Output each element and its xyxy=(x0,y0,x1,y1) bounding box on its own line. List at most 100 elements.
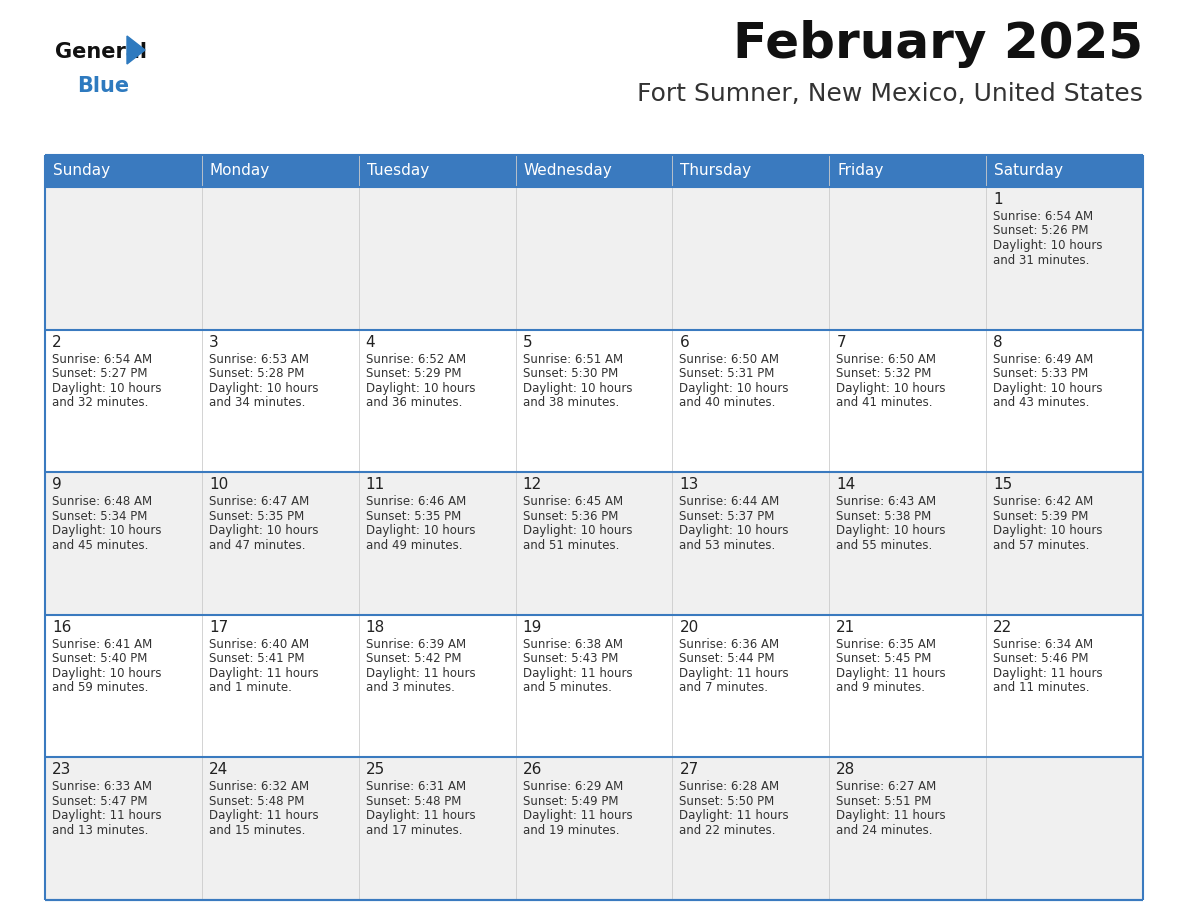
Text: and 38 minutes.: and 38 minutes. xyxy=(523,396,619,409)
Text: 2: 2 xyxy=(52,334,62,350)
Text: Friday: Friday xyxy=(838,163,884,178)
Text: Daylight: 10 hours: Daylight: 10 hours xyxy=(523,524,632,537)
Bar xyxy=(829,155,986,187)
Text: Daylight: 10 hours: Daylight: 10 hours xyxy=(993,382,1102,395)
Text: and 5 minutes.: and 5 minutes. xyxy=(523,681,612,694)
Text: Daylight: 10 hours: Daylight: 10 hours xyxy=(993,239,1102,252)
Text: and 31 minutes.: and 31 minutes. xyxy=(993,253,1089,266)
Text: Sunset: 5:51 PM: Sunset: 5:51 PM xyxy=(836,795,931,808)
Text: Sunrise: 6:48 AM: Sunrise: 6:48 AM xyxy=(52,495,152,509)
Text: 4: 4 xyxy=(366,334,375,350)
Text: and 13 minutes.: and 13 minutes. xyxy=(52,823,148,837)
Text: 1: 1 xyxy=(993,192,1003,207)
Text: 6: 6 xyxy=(680,334,689,350)
Text: 12: 12 xyxy=(523,477,542,492)
Text: Sunrise: 6:54 AM: Sunrise: 6:54 AM xyxy=(993,210,1093,223)
Text: 16: 16 xyxy=(52,620,71,635)
Text: and 34 minutes.: and 34 minutes. xyxy=(209,396,305,409)
Text: Sunset: 5:45 PM: Sunset: 5:45 PM xyxy=(836,653,931,666)
Text: Sunrise: 6:50 AM: Sunrise: 6:50 AM xyxy=(680,353,779,365)
Text: Sunset: 5:44 PM: Sunset: 5:44 PM xyxy=(680,653,775,666)
Text: Sunset: 5:27 PM: Sunset: 5:27 PM xyxy=(52,367,147,380)
Text: Sunrise: 6:46 AM: Sunrise: 6:46 AM xyxy=(366,495,466,509)
Text: Wednesday: Wednesday xyxy=(524,163,612,178)
Text: and 59 minutes.: and 59 minutes. xyxy=(52,681,148,694)
Text: Daylight: 11 hours: Daylight: 11 hours xyxy=(366,666,475,680)
Bar xyxy=(45,757,1143,900)
Text: 18: 18 xyxy=(366,620,385,635)
Text: Sunrise: 6:36 AM: Sunrise: 6:36 AM xyxy=(680,638,779,651)
Text: Sunset: 5:49 PM: Sunset: 5:49 PM xyxy=(523,795,618,808)
Text: Sunrise: 6:33 AM: Sunrise: 6:33 AM xyxy=(52,780,152,793)
Text: Sunset: 5:29 PM: Sunset: 5:29 PM xyxy=(366,367,461,380)
Text: Sunset: 5:43 PM: Sunset: 5:43 PM xyxy=(523,653,618,666)
Text: and 45 minutes.: and 45 minutes. xyxy=(52,539,148,552)
Text: 13: 13 xyxy=(680,477,699,492)
Text: Sunrise: 6:50 AM: Sunrise: 6:50 AM xyxy=(836,353,936,365)
Text: and 11 minutes.: and 11 minutes. xyxy=(993,681,1089,694)
Text: 5: 5 xyxy=(523,334,532,350)
Text: Sunrise: 6:49 AM: Sunrise: 6:49 AM xyxy=(993,353,1093,365)
Text: 3: 3 xyxy=(209,334,219,350)
Text: Sunrise: 6:38 AM: Sunrise: 6:38 AM xyxy=(523,638,623,651)
Text: Saturday: Saturday xyxy=(994,163,1063,178)
Bar xyxy=(45,187,1143,330)
Text: 23: 23 xyxy=(52,763,71,778)
Text: Fort Sumner, New Mexico, United States: Fort Sumner, New Mexico, United States xyxy=(637,82,1143,106)
Text: Daylight: 10 hours: Daylight: 10 hours xyxy=(523,382,632,395)
Text: Sunrise: 6:29 AM: Sunrise: 6:29 AM xyxy=(523,780,623,793)
Text: and 3 minutes.: and 3 minutes. xyxy=(366,681,455,694)
Text: and 41 minutes.: and 41 minutes. xyxy=(836,396,933,409)
Text: 20: 20 xyxy=(680,620,699,635)
Text: Daylight: 10 hours: Daylight: 10 hours xyxy=(836,524,946,537)
Text: Sunrise: 6:41 AM: Sunrise: 6:41 AM xyxy=(52,638,152,651)
Text: and 15 minutes.: and 15 minutes. xyxy=(209,823,305,837)
Text: 7: 7 xyxy=(836,334,846,350)
Bar xyxy=(672,155,829,187)
Text: 9: 9 xyxy=(52,477,62,492)
Text: Sunset: 5:48 PM: Sunset: 5:48 PM xyxy=(366,795,461,808)
Text: Sunrise: 6:45 AM: Sunrise: 6:45 AM xyxy=(523,495,623,509)
Text: and 32 minutes.: and 32 minutes. xyxy=(52,396,148,409)
Bar xyxy=(45,330,1143,472)
Text: Daylight: 10 hours: Daylight: 10 hours xyxy=(209,382,318,395)
Text: Sunrise: 6:44 AM: Sunrise: 6:44 AM xyxy=(680,495,779,509)
Text: Sunset: 5:26 PM: Sunset: 5:26 PM xyxy=(993,225,1088,238)
Text: 27: 27 xyxy=(680,763,699,778)
Text: 11: 11 xyxy=(366,477,385,492)
Text: Sunset: 5:38 PM: Sunset: 5:38 PM xyxy=(836,509,931,522)
Text: Daylight: 10 hours: Daylight: 10 hours xyxy=(993,524,1102,537)
Text: Daylight: 10 hours: Daylight: 10 hours xyxy=(366,382,475,395)
Text: 17: 17 xyxy=(209,620,228,635)
Text: Sunset: 5:36 PM: Sunset: 5:36 PM xyxy=(523,509,618,522)
Bar xyxy=(45,472,1143,615)
Text: Sunset: 5:41 PM: Sunset: 5:41 PM xyxy=(209,653,304,666)
Text: Sunrise: 6:54 AM: Sunrise: 6:54 AM xyxy=(52,353,152,365)
Text: Daylight: 10 hours: Daylight: 10 hours xyxy=(52,382,162,395)
Text: 14: 14 xyxy=(836,477,855,492)
Bar xyxy=(45,155,202,187)
Text: Sunset: 5:31 PM: Sunset: 5:31 PM xyxy=(680,367,775,380)
Text: Sunset: 5:33 PM: Sunset: 5:33 PM xyxy=(993,367,1088,380)
Text: Sunrise: 6:43 AM: Sunrise: 6:43 AM xyxy=(836,495,936,509)
Text: 8: 8 xyxy=(993,334,1003,350)
Text: 10: 10 xyxy=(209,477,228,492)
Text: 22: 22 xyxy=(993,620,1012,635)
Text: Daylight: 11 hours: Daylight: 11 hours xyxy=(523,666,632,680)
Text: February 2025: February 2025 xyxy=(733,20,1143,68)
Polygon shape xyxy=(127,36,145,64)
Text: Sunset: 5:42 PM: Sunset: 5:42 PM xyxy=(366,653,461,666)
Text: 25: 25 xyxy=(366,763,385,778)
Text: Sunrise: 6:39 AM: Sunrise: 6:39 AM xyxy=(366,638,466,651)
Text: and 22 minutes.: and 22 minutes. xyxy=(680,823,776,837)
Text: Daylight: 11 hours: Daylight: 11 hours xyxy=(209,810,318,823)
Text: Sunrise: 6:35 AM: Sunrise: 6:35 AM xyxy=(836,638,936,651)
Text: and 1 minute.: and 1 minute. xyxy=(209,681,292,694)
Text: and 40 minutes.: and 40 minutes. xyxy=(680,396,776,409)
Text: Sunrise: 6:47 AM: Sunrise: 6:47 AM xyxy=(209,495,309,509)
Text: Sunrise: 6:51 AM: Sunrise: 6:51 AM xyxy=(523,353,623,365)
Bar xyxy=(986,155,1143,187)
Text: Sunset: 5:47 PM: Sunset: 5:47 PM xyxy=(52,795,147,808)
Text: Daylight: 10 hours: Daylight: 10 hours xyxy=(52,666,162,680)
Text: Sunset: 5:37 PM: Sunset: 5:37 PM xyxy=(680,509,775,522)
